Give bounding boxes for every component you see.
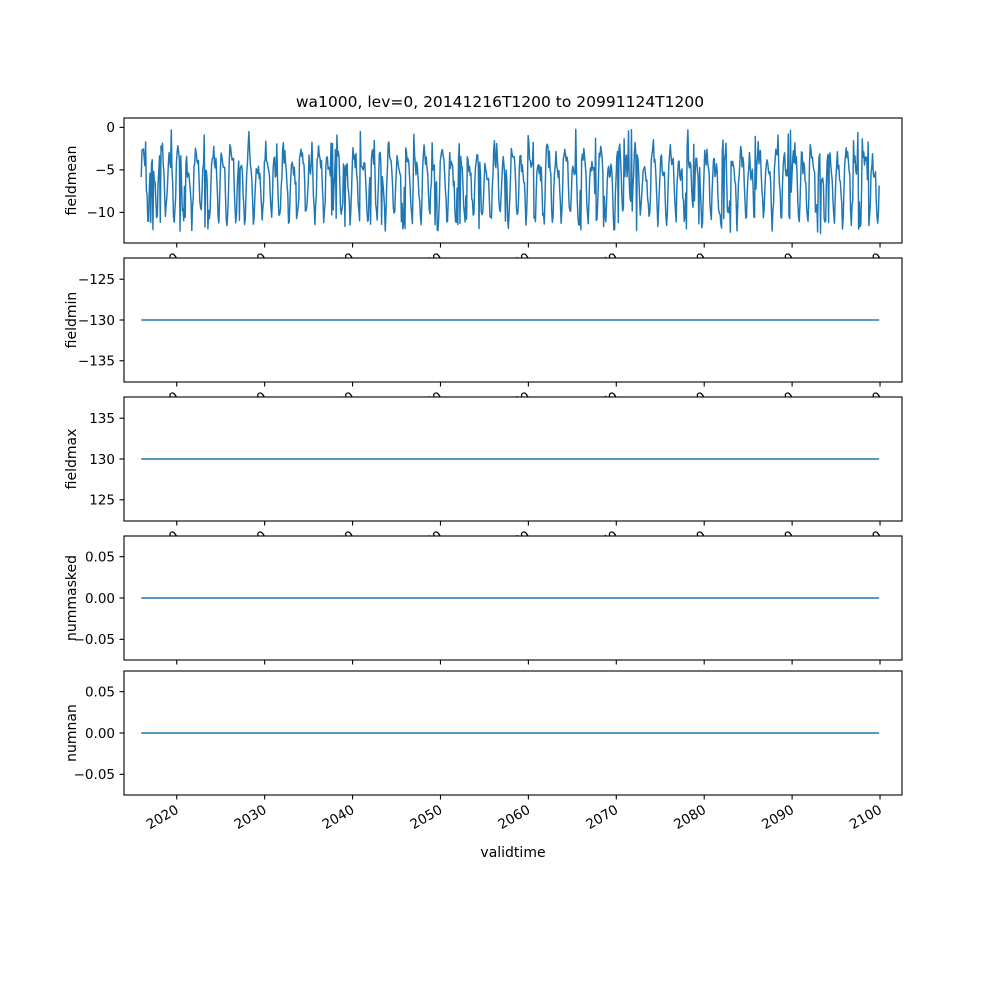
y-tick-label: 130 [89,452,115,468]
y-axis-label-numnan: numnan [64,704,80,762]
panel-frame [123,535,903,661]
figure-title: wa1000, lev=0, 20141216T1200 to 20991124… [296,93,704,111]
panel-frame [123,396,903,522]
series-fieldmean [140,128,880,235]
y-axis-label-fieldmax: fieldmax [64,429,80,490]
y-tick-label: 125 [89,493,115,509]
y-tick-label: 0.05 [85,549,115,565]
x-axis-label: validtime [480,845,545,861]
y-tick-label: 0.00 [85,591,115,607]
y-tick-label: −0.05 [74,632,115,648]
panels-group: 2020203020402050206020702080209021000−5−… [64,117,903,833]
y-tick-label: −0.05 [74,767,115,783]
y-tick-label: 135 [89,411,115,427]
y-tick-label: −5 [95,163,115,179]
y-tick-label: −130 [78,313,115,329]
y-axis-label-fieldmean: fieldmean [64,146,80,216]
y-tick-label: −135 [78,354,115,370]
y-tick-label: 0.05 [85,684,115,700]
y-tick-label: −10 [87,205,116,221]
y-axis-label-fieldmin: fieldmin [64,292,80,349]
y-axis-label-nummasked: nummasked [64,555,80,641]
y-tick-label: 0 [106,120,115,136]
panel-frame [123,117,903,244]
panel-frame [123,257,903,383]
panel-frame [123,670,903,796]
y-tick-label: 0.00 [85,726,115,742]
y-tick-label: −125 [78,272,115,288]
